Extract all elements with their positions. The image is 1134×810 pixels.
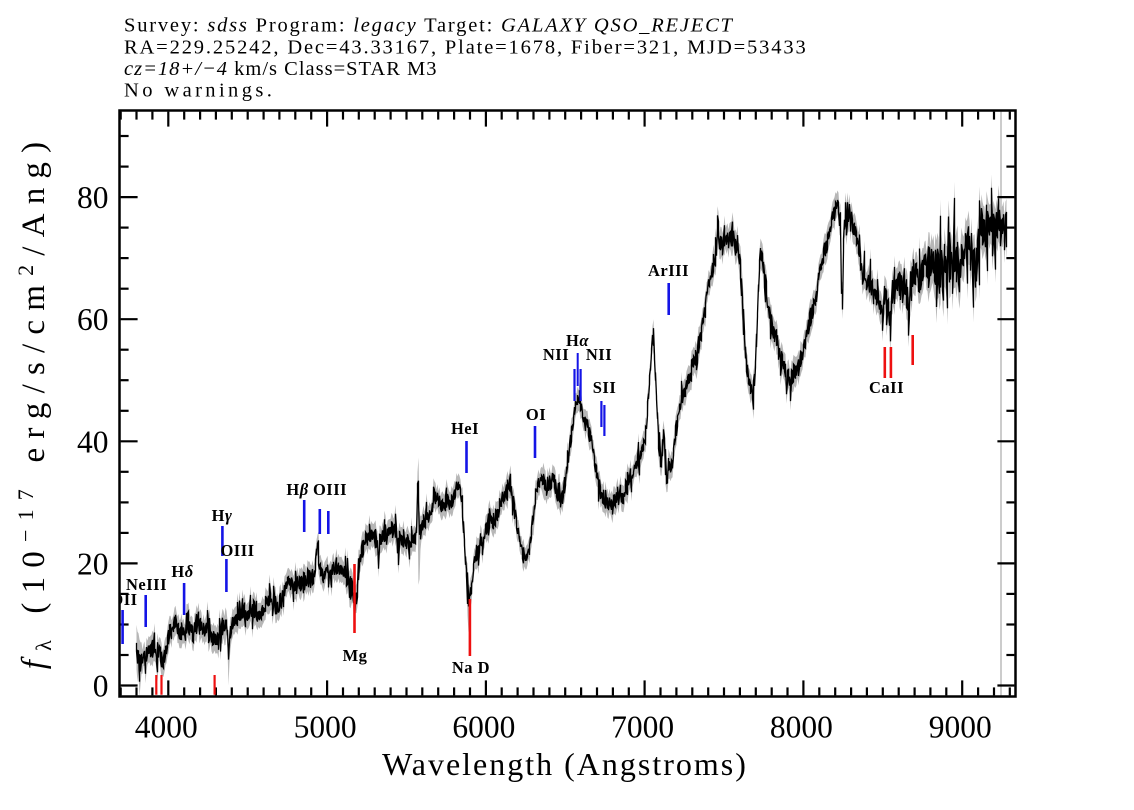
svg-text:Survey: sdss Program: legacy T: Survey: sdss Program: legacy Target: GAL… — [124, 15, 734, 37]
svg-text:No warnings.: No warnings. — [124, 79, 275, 101]
svg-text:Hδ: Hδ — [171, 562, 193, 581]
svg-text:OII: OII — [110, 590, 137, 609]
svg-text:SII: SII — [593, 378, 617, 397]
svg-text:ArIII: ArIII — [648, 261, 689, 280]
svg-text:Na D: Na D — [452, 658, 490, 677]
svg-text:Mg: Mg — [343, 646, 368, 665]
svg-text:Wavelength (Angstroms): Wavelength (Angstroms) — [382, 746, 748, 782]
svg-text:RA=229.25242, Dec=43.33167, Pl: RA=229.25242, Dec=43.33167, Plate=1678, … — [124, 36, 808, 58]
svg-text:Hα: Hα — [566, 331, 589, 350]
svg-text:20: 20 — [77, 546, 109, 581]
svg-text:NeIII: NeIII — [126, 575, 167, 594]
svg-text:6000: 6000 — [452, 710, 515, 745]
svg-text:HeI: HeI — [451, 419, 479, 438]
svg-text:8000: 8000 — [770, 710, 833, 745]
svg-text:60: 60 — [77, 302, 109, 337]
svg-text:Hγ: Hγ — [212, 506, 233, 525]
svg-text:9000: 9000 — [929, 710, 992, 745]
svg-text:Hβ: Hβ — [286, 480, 308, 499]
svg-text:40: 40 — [77, 424, 109, 459]
svg-text:cz=18+/−4 km/s Class=STAR M3: cz=18+/−4 km/s Class=STAR M3 — [124, 58, 438, 80]
svg-text:OIII: OIII — [220, 541, 254, 560]
svg-text:7000: 7000 — [611, 710, 674, 745]
svg-text:4000: 4000 — [135, 710, 198, 745]
svg-text:NII: NII — [543, 345, 569, 364]
svg-text:5000: 5000 — [294, 710, 357, 745]
svg-text:fλ (10−17 erg/s/cm2/Ang): fλ (10−17 erg/s/cm2/Ang) — [13, 133, 56, 670]
svg-text:80: 80 — [77, 180, 109, 215]
svg-text:NII: NII — [586, 345, 612, 364]
svg-text:0: 0 — [93, 669, 109, 704]
svg-text:OIII: OIII — [313, 480, 347, 499]
svg-text:OI: OI — [526, 405, 546, 424]
svg-text:CaII: CaII — [869, 378, 904, 397]
